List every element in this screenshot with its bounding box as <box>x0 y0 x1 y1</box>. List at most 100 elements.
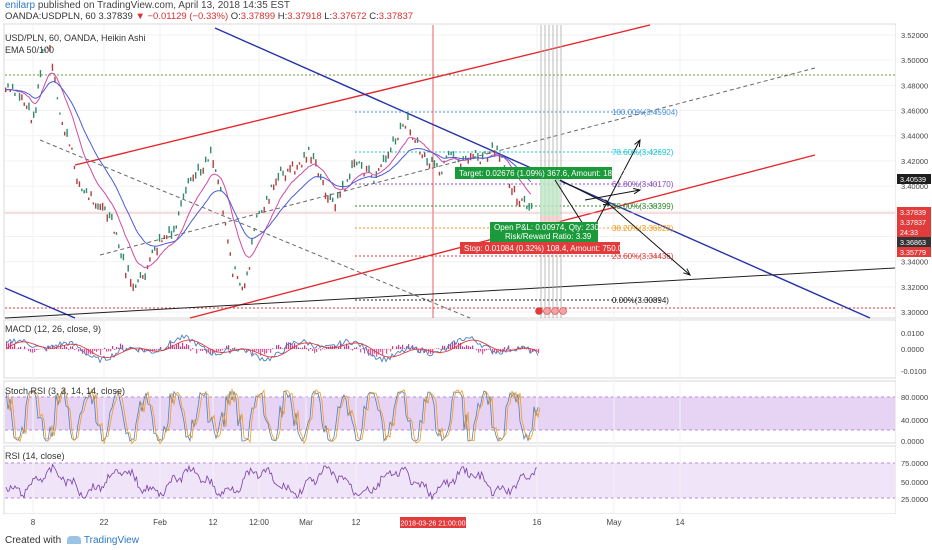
candle <box>151 249 153 254</box>
candle <box>409 129 411 136</box>
rsi-tick-label: 75.0000 <box>901 459 928 468</box>
open-pl-box[interactable] <box>490 222 598 242</box>
candle <box>161 240 163 243</box>
ohlc-readout: OANDA:USDPLN, 60 3.37839 ▼ −0.01129 (−0.… <box>5 11 413 22</box>
candle <box>28 102 30 111</box>
stop-box[interactable] <box>460 242 620 254</box>
macd-histogram-bar <box>216 349 218 353</box>
event-marker-icon[interactable] <box>559 307 567 315</box>
macd-histogram-bar <box>468 346 470 349</box>
macd-histogram-bar <box>72 346 74 349</box>
macd-histogram-bar <box>368 349 370 356</box>
price-tag <box>897 227 931 237</box>
price-tick-label: 3.34000 <box>901 258 928 267</box>
event-marker-icon[interactable] <box>551 307 559 315</box>
macd-histogram-bar <box>356 347 358 349</box>
macd-histogram-bar <box>290 342 292 349</box>
projection-arrow <box>589 139 641 236</box>
candle <box>39 70 42 78</box>
down-triangle-icon: ▼ <box>135 11 145 22</box>
candle <box>291 161 294 167</box>
candle <box>68 144 71 147</box>
close-label: C: <box>369 11 379 22</box>
stoch-tick-label: 0.0000 <box>901 437 924 446</box>
macd-histogram-bar <box>262 349 264 352</box>
candle <box>277 172 280 181</box>
price-axis[interactable] <box>896 24 932 514</box>
macd-histogram-bar <box>112 345 114 349</box>
fib-level-label: 23.60%(3.34436) <box>612 252 674 261</box>
candle <box>190 177 192 182</box>
candle <box>78 181 81 187</box>
candle <box>234 266 236 270</box>
macd-histogram-bar <box>428 349 430 354</box>
candle <box>521 198 523 201</box>
price-tag-label: 3.37839 <box>900 208 926 217</box>
candle <box>324 192 327 200</box>
macd-histogram-bar <box>302 347 304 349</box>
event-marker-icon[interactable] <box>543 307 551 315</box>
macd-histogram-bar <box>142 349 144 351</box>
price-tag-label: 3.35779 <box>900 248 926 257</box>
macd-signal-line <box>5 339 539 359</box>
candle <box>202 167 204 174</box>
candle <box>7 83 9 88</box>
macd-histogram-bar <box>352 349 354 351</box>
candle <box>197 163 199 171</box>
rsi-tick-label: 25.0000 <box>901 495 928 504</box>
symbol-line: OANDA:USDPLN, 60 <box>5 11 96 22</box>
time-tick-label: 22 <box>100 518 109 527</box>
macd-histogram-bar <box>292 345 294 349</box>
macd-histogram-bar <box>32 349 34 353</box>
ema-legend: EMA 50/100 <box>5 45 55 55</box>
macd-histogram-bar <box>78 349 80 352</box>
tradingview-brand[interactable]: TradingView <box>83 535 139 546</box>
macd-histogram-bar <box>84 349 86 354</box>
macd-histogram-bar <box>62 347 64 349</box>
candle <box>298 162 301 165</box>
candle <box>132 283 134 291</box>
candle <box>296 164 298 170</box>
macd-histogram-bar <box>210 349 212 354</box>
candle <box>382 154 385 162</box>
candle <box>85 188 88 193</box>
time-tick-label: 14 <box>676 518 685 527</box>
created-with-text: Created with <box>5 535 62 546</box>
candle <box>498 154 501 162</box>
macd-histogram-bar <box>266 349 268 354</box>
time-tick-label: 12 <box>352 518 361 527</box>
target-box[interactable] <box>455 167 612 179</box>
channel-upper-line <box>74 24 651 166</box>
macd-histogram-bar <box>498 349 500 351</box>
candle <box>232 273 234 278</box>
macd-histogram-bar <box>378 349 380 355</box>
author-link[interactable]: enilarp <box>5 0 36 11</box>
macd-histogram-bar <box>254 349 256 352</box>
candle <box>258 210 260 214</box>
candle <box>92 202 95 205</box>
macd-histogram-bar <box>460 342 462 349</box>
candle <box>419 151 421 155</box>
macd-histogram-bar <box>286 342 288 349</box>
event-marker-icon[interactable] <box>535 307 543 315</box>
candle <box>90 191 92 197</box>
candle <box>83 189 85 194</box>
candle <box>305 156 308 163</box>
candle <box>130 278 132 287</box>
candle <box>178 211 180 216</box>
main-pane[interactable] <box>3 23 897 319</box>
candle <box>452 151 455 157</box>
candle <box>387 151 389 159</box>
macd-histogram-bar <box>504 347 506 349</box>
macd-histogram-bar <box>284 347 286 349</box>
candle <box>205 156 207 163</box>
candle <box>115 232 118 235</box>
macd-histogram-bar <box>184 346 186 349</box>
candle <box>332 197 334 203</box>
candle <box>370 175 373 178</box>
macd-histogram-bar <box>88 349 90 354</box>
candle <box>268 198 270 204</box>
macd-histogram-bar <box>188 345 190 349</box>
macd-histogram-bar <box>86 349 88 356</box>
